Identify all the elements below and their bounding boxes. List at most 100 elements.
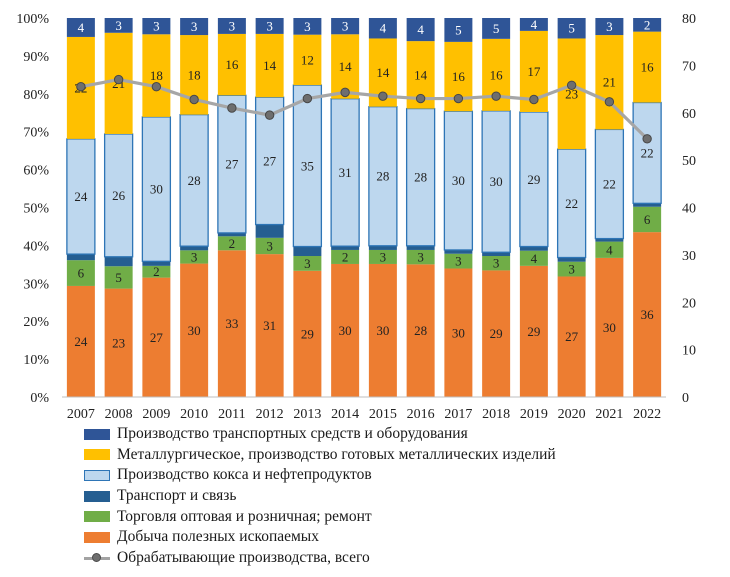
bar-segment-s1-2012: [255, 237, 284, 255]
segment-label-s0-2017: 30: [452, 325, 465, 340]
bar-segment-s0-2008: [104, 288, 133, 397]
segment-label-s4-2018: 16: [490, 67, 504, 82]
line-point-2020: [566, 80, 577, 90]
segment-label-s0-2008: 23: [112, 335, 125, 350]
x-tick-label-2017: 2017: [444, 407, 472, 422]
legend: Производство транспортных средств и обор…: [84, 424, 724, 568]
segment-label-s1-2010: 3: [191, 249, 198, 264]
line-series-total: [80, 77, 649, 140]
x-tick-label-2009: 2009: [142, 407, 170, 422]
bar-segment-s1-2017: [444, 253, 473, 269]
segment-label-s4-2013: 12: [301, 52, 314, 67]
segment-label-s5-2020: 5: [568, 21, 575, 36]
bar-segment-s0-2016: [406, 264, 435, 397]
segment-label-s0-2016: 28: [414, 323, 427, 338]
line-point-2021: [604, 97, 615, 107]
segment-label-s4-2017: 16: [452, 69, 466, 84]
bar-segment-s1-2018: [482, 256, 511, 271]
segment-label-s3-2009: 30: [150, 182, 163, 197]
segment-label-s3-2020: 22: [565, 196, 578, 211]
legend-label: Металлургическое, производство готовых м…: [117, 445, 556, 463]
bar-segment-s1-2019: [519, 250, 548, 266]
segment-label-s4-2011: 16: [225, 57, 239, 72]
segment-label-s5-2014: 3: [342, 19, 349, 34]
bar-segment-s0-2018: [482, 270, 511, 397]
bar-segment-s0-2013: [293, 270, 322, 397]
bar-segment-s5-2019: [519, 18, 548, 31]
segment-label-s4-2022: 16: [641, 60, 655, 75]
bar-segment-s0-2012: [255, 254, 284, 397]
segment-label-s3-2012: 27: [263, 153, 277, 168]
segment-label-s0-2018: 29: [490, 326, 503, 341]
segment-label-s4-2014: 14: [339, 59, 353, 74]
line-point-2010: [189, 94, 199, 105]
y-left-tick-label: 80%: [23, 88, 49, 103]
bar-segment-s0-2019: [519, 265, 548, 397]
legend-label: Обрабатывающие производства, всего: [117, 548, 370, 566]
segment-label-s0-2011: 33: [225, 316, 238, 331]
line-layer: [76, 74, 652, 144]
segment-label-s5-2012: 3: [266, 18, 273, 33]
bar-segment-s1-2007: [66, 260, 95, 286]
y-right-tick-label: 70: [682, 59, 696, 74]
bar-segment-s5-2008: [104, 18, 133, 33]
bar-segment-s5-2022: [633, 18, 662, 32]
x-tick-label-2019: 2019: [520, 407, 548, 422]
segment-label-s5-2007: 4: [78, 20, 85, 35]
legend-label: Торговля оптовая и розничная; ремонт: [117, 507, 372, 525]
y-left-tick-label: 70%: [23, 126, 49, 141]
bar-segment-s2-2018: [482, 252, 511, 257]
segment-label-s1-2008: 5: [115, 270, 122, 285]
segment-label-s1-2007: 6: [78, 266, 85, 281]
y-right-tick-label: 10: [682, 344, 696, 359]
y-left-tick-label: 50%: [23, 202, 49, 217]
segment-label-s4-2020: 23: [565, 86, 578, 101]
bar-segment-s0-2007: [66, 285, 95, 397]
segment-label-s1-2015: 3: [380, 249, 387, 264]
bar-segment-s4-2022: [633, 31, 662, 103]
segment-label-s5-2010: 3: [191, 19, 198, 34]
segment-label-s1-2014: 2: [342, 249, 349, 264]
y-right-tick-label: 0: [682, 391, 689, 406]
segment-label-s4-2012: 14: [263, 58, 277, 73]
bar-segment-s5-2011: [217, 18, 246, 34]
x-tick-label-2014: 2014: [331, 407, 359, 422]
segment-label-s0-2009: 27: [150, 330, 164, 345]
bar-segment-s0-2009: [142, 277, 171, 397]
segment-label-s1-2009: 2: [153, 264, 160, 279]
segment-label-s1-2016: 3: [417, 250, 424, 265]
bar-segment-s4-2020: [557, 38, 586, 150]
bar-segment-s3-2020: [556, 148, 587, 259]
bar-segment-s5-2015: [368, 18, 397, 39]
segment-label-s4-2015: 14: [376, 65, 390, 80]
y-left-tick-label: 60%: [23, 164, 49, 179]
x-tick-label-2018: 2018: [482, 407, 510, 422]
bar-segment-s0-2010: [180, 263, 209, 397]
bar-segment-s0-2021: [595, 257, 624, 397]
legend-item: Добыча полезных ископаемых: [84, 527, 724, 548]
bar-segment-s3-2015: [368, 106, 398, 247]
segment-label-s3-2010: 28: [188, 173, 201, 188]
segment-label-s4-2009: 18: [150, 68, 163, 83]
segment-label-s5-2015: 4: [380, 21, 387, 36]
y-left-tick-label: 20%: [23, 315, 49, 330]
y-left-tick-label: 10%: [23, 353, 49, 368]
x-tick-label-2016: 2016: [407, 407, 435, 422]
x-tick-label-2010: 2010: [180, 407, 208, 422]
bar-segment-s1-2020: [557, 261, 586, 277]
segment-label-s3-2017: 30: [452, 173, 465, 188]
legend-item: Металлургическое, производство готовых м…: [84, 445, 724, 466]
segment-label-s5-2016: 4: [417, 22, 424, 37]
bar-segment-s2-2016: [406, 245, 435, 250]
bar-segment-s4-2021: [595, 35, 624, 130]
bar-segment-s4-2009: [142, 34, 171, 117]
x-tick-label-2015: 2015: [369, 407, 397, 422]
bar-segment-s2-2014: [331, 246, 360, 250]
bar-segment-s1-2009: [142, 265, 171, 278]
bar-segment-s5-2010: [180, 18, 209, 36]
x-tick-label-2020: 2020: [558, 407, 586, 422]
x-tick-label-2008: 2008: [105, 407, 133, 422]
legend-item: Транспорт и связь: [84, 486, 724, 507]
segment-label-s0-2015: 30: [376, 323, 389, 338]
